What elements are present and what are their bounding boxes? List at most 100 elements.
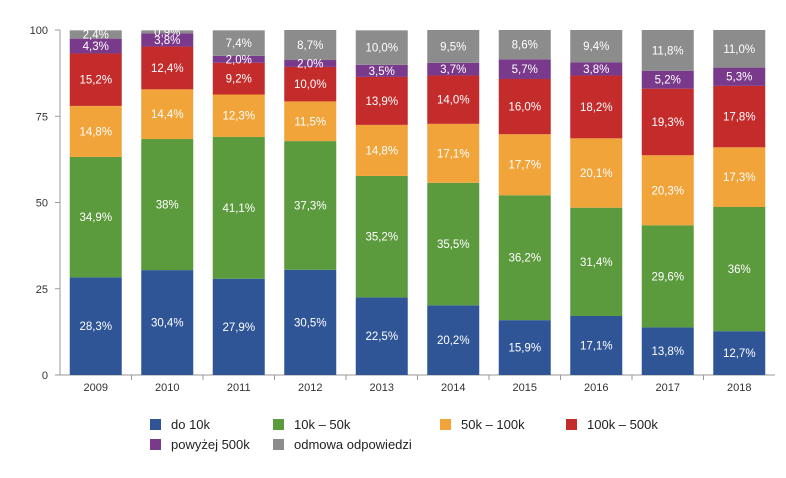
bar-segment [570, 316, 623, 375]
data-label: 3,8% [583, 64, 609, 76]
data-label: 14,4% [151, 109, 184, 121]
y-tick-label: 75 [36, 111, 48, 123]
x-tick-label: 2014 [441, 382, 465, 394]
data-label: 9,2% [226, 74, 252, 86]
bar-segment [355, 297, 408, 375]
legend-label: odmowa odpowiedzi [294, 437, 412, 452]
bar-segment [427, 123, 480, 183]
bar-segment [570, 30, 623, 63]
x-tick-label: 2013 [370, 382, 394, 394]
data-label: 15,9% [508, 343, 541, 355]
data-label: 18,2% [580, 102, 613, 114]
data-label: 13,9% [365, 96, 398, 108]
bar-segment [427, 75, 480, 124]
data-label: 41,1% [222, 203, 255, 215]
bar-segment [427, 30, 480, 63]
bar-segment [641, 327, 694, 375]
data-label: 12,7% [723, 348, 756, 360]
data-label: 11,0% [723, 44, 755, 56]
bar-segment [212, 62, 265, 95]
bar-segment [570, 62, 623, 76]
x-tick-label: 2009 [84, 382, 108, 394]
data-label: 35,5% [437, 239, 470, 251]
bar-segment [284, 101, 337, 142]
legend-swatch [566, 419, 577, 430]
bar-segment [498, 134, 551, 196]
data-label: 3,8% [154, 35, 180, 47]
bar-segment [141, 46, 194, 90]
data-label: 17,1% [437, 148, 470, 160]
data-label: 16,0% [508, 102, 541, 114]
y-tick-label: 25 [36, 284, 48, 296]
bar-segment [141, 89, 194, 140]
data-label: 8,7% [297, 40, 323, 52]
data-label: 36% [728, 264, 751, 276]
bar-segment [713, 30, 766, 68]
data-label: 5,2% [655, 75, 681, 87]
legend-swatch [273, 419, 284, 430]
bar-segment [284, 269, 337, 375]
stacked-bar-chart: 0255075100200928,3%34,9%14,8%15,2%4,3%2,… [30, 25, 775, 394]
legend-label: do 10k [171, 417, 211, 432]
data-label: 27,9% [222, 322, 255, 334]
legend-label: 10k – 50k [294, 417, 351, 432]
data-label: 30,4% [151, 318, 184, 330]
data-label: 17,8% [723, 112, 756, 124]
data-label: 17,3% [723, 172, 756, 184]
data-label: 5,3% [726, 72, 752, 84]
bar-segment [641, 30, 694, 71]
data-label: 13,8% [651, 346, 684, 358]
legend-item: odmowa odpowiedzi [273, 437, 412, 452]
bar-segment [427, 182, 480, 306]
bar-segment [713, 147, 766, 207]
bar-segment [212, 30, 265, 56]
x-tick-label: 2012 [298, 382, 322, 394]
data-label: 10,0% [365, 43, 398, 55]
data-label: 34,9% [79, 212, 112, 224]
legend-item: do 10k [150, 417, 210, 432]
data-label: 29,6% [651, 271, 684, 283]
bar-segment [641, 225, 694, 328]
x-tick-label: 2017 [656, 382, 680, 394]
data-label: 20,3% [651, 185, 684, 197]
legend-item: 10k – 50k [273, 417, 350, 432]
data-label: 37,3% [294, 200, 327, 212]
bar-segment [212, 55, 265, 63]
data-label: 36,2% [508, 253, 541, 265]
bar-segment [355, 124, 408, 176]
bar-segment [498, 195, 551, 321]
bar-segment [284, 60, 337, 67]
data-label: 2,0% [226, 54, 252, 66]
legend-swatch [150, 439, 161, 450]
data-label: 17,7% [508, 160, 541, 172]
bar-segment [498, 320, 551, 375]
bar-segment [713, 331, 766, 375]
bar-segment [69, 30, 122, 39]
legend-label: 50k – 100k [461, 417, 525, 432]
y-tick-label: 0 [42, 370, 48, 382]
data-label: 28,3% [79, 321, 112, 333]
bar-segment [498, 59, 551, 79]
bar-segment [641, 70, 694, 89]
legend-swatch [440, 419, 451, 430]
data-label: 2,4% [83, 29, 109, 41]
bar-segment [284, 141, 337, 270]
data-label: 35,2% [365, 232, 398, 244]
data-label: 14,0% [437, 95, 470, 107]
data-label: 15,2% [79, 75, 112, 87]
data-label: 5,7% [512, 64, 538, 76]
x-tick-label: 2016 [584, 382, 608, 394]
data-label: 30,5% [294, 317, 327, 329]
data-label: 11,5% [294, 116, 326, 128]
data-label: 9,4% [583, 41, 609, 53]
bar-segment [141, 139, 194, 271]
bar-segment [212, 136, 265, 279]
bar-segment [570, 207, 623, 317]
data-label: 10,0% [294, 79, 327, 91]
bar-segment [141, 33, 194, 47]
data-label: 0,9% [154, 27, 180, 39]
legend-item: powyżej 500k [150, 437, 250, 452]
bar-segment [427, 62, 480, 76]
data-label: 17,1% [580, 341, 613, 353]
legend-item: 50k – 100k [440, 417, 525, 432]
